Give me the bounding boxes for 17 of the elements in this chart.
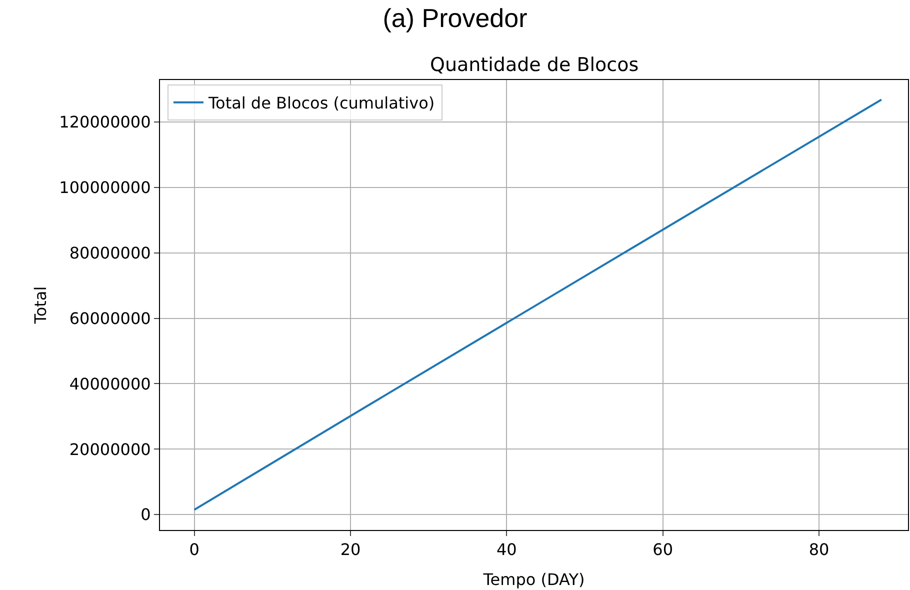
chart-title: (a) Provedor <box>382 3 528 34</box>
chart-subtitle: Quantidade de Blocos <box>430 54 639 76</box>
y-tick-label: 0 <box>140 505 151 524</box>
y-tick-label: 20000000 <box>69 440 151 459</box>
y-tick-label: 60000000 <box>69 308 151 328</box>
x-tick-label: 20 <box>340 540 361 560</box>
y-tick-label: 40000000 <box>69 374 151 394</box>
y-tick-label: 100000000 <box>59 178 151 197</box>
y-axis-title: Total <box>31 286 50 325</box>
x-axis-title: Tempo (DAY) <box>482 570 585 589</box>
y-tick-label: 120000000 <box>59 112 151 132</box>
x-tick-label: 60 <box>652 540 674 560</box>
x-tick-label: 0 <box>189 540 200 560</box>
y-tick-label: 80000000 <box>69 243 151 262</box>
legend-label: Total de Blocos (cumulativo) <box>207 94 435 113</box>
x-tick-label: 40 <box>496 540 517 560</box>
x-tick-label: 80 <box>808 540 830 560</box>
